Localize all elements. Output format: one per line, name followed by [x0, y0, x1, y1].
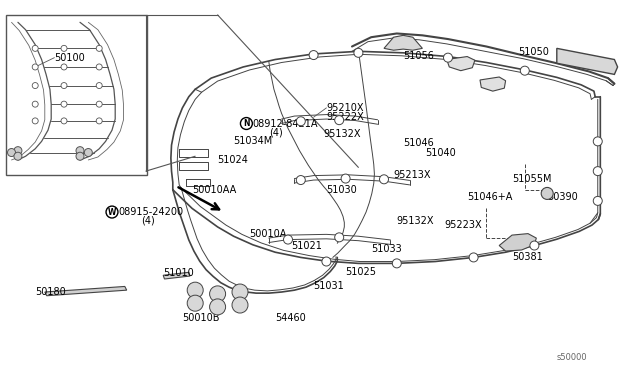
Polygon shape [45, 286, 127, 296]
Circle shape [106, 206, 118, 218]
Circle shape [335, 116, 344, 125]
Circle shape [76, 152, 84, 160]
Circle shape [541, 187, 553, 199]
Circle shape [8, 148, 15, 157]
Circle shape [341, 174, 350, 183]
Polygon shape [163, 272, 190, 279]
Circle shape [32, 101, 38, 107]
Text: 51055M: 51055M [512, 174, 552, 183]
Text: 50381: 50381 [512, 252, 543, 262]
Circle shape [61, 83, 67, 89]
Circle shape [593, 167, 602, 176]
Circle shape [322, 257, 331, 266]
Circle shape [96, 101, 102, 107]
Text: 50010B: 50010B [182, 313, 220, 323]
Circle shape [32, 83, 38, 89]
Circle shape [96, 45, 102, 51]
Circle shape [520, 66, 529, 75]
Circle shape [232, 297, 248, 313]
Text: 51031: 51031 [314, 282, 344, 291]
Text: 51040: 51040 [426, 148, 456, 157]
Text: 51030: 51030 [326, 185, 357, 195]
Circle shape [296, 176, 305, 185]
Circle shape [61, 101, 67, 107]
Circle shape [84, 148, 92, 157]
Text: W: W [108, 208, 116, 217]
Text: 95132X: 95132X [397, 217, 435, 226]
Circle shape [392, 259, 401, 268]
Circle shape [354, 48, 363, 57]
Text: 95132X: 95132X [323, 129, 361, 139]
Circle shape [210, 299, 226, 315]
Text: 50010A: 50010A [250, 230, 287, 239]
Text: 54460: 54460 [275, 313, 306, 323]
Text: 50010AA: 50010AA [192, 185, 236, 195]
Polygon shape [557, 48, 618, 74]
Circle shape [61, 118, 67, 124]
Text: 51024: 51024 [218, 155, 248, 165]
Circle shape [241, 118, 252, 129]
Circle shape [296, 117, 305, 126]
Text: 50390: 50390 [547, 192, 578, 202]
Circle shape [61, 64, 67, 70]
Polygon shape [499, 234, 536, 251]
Circle shape [309, 51, 318, 60]
Circle shape [210, 286, 226, 302]
Text: N: N [243, 119, 250, 128]
Text: 51056: 51056 [403, 51, 434, 61]
Text: (4): (4) [269, 127, 282, 137]
Circle shape [335, 233, 344, 242]
Circle shape [14, 152, 22, 160]
Circle shape [284, 235, 292, 244]
Text: 51033: 51033 [371, 244, 402, 254]
Circle shape [444, 53, 452, 62]
Circle shape [469, 253, 478, 262]
Text: 95210X: 95210X [326, 103, 364, 113]
Circle shape [61, 45, 67, 51]
Text: 51021: 51021 [291, 241, 322, 250]
Text: 51010: 51010 [163, 269, 194, 278]
Text: 95223X: 95223X [445, 220, 483, 230]
Bar [6, 15, 147, 175]
Text: 51046+A: 51046+A [467, 192, 513, 202]
Circle shape [187, 282, 204, 298]
Circle shape [14, 147, 22, 155]
Circle shape [96, 118, 102, 124]
Circle shape [187, 295, 204, 311]
Polygon shape [384, 35, 422, 50]
Text: 50100: 50100 [54, 53, 85, 62]
Text: 95213X: 95213X [394, 170, 431, 180]
Circle shape [232, 284, 248, 300]
Circle shape [593, 137, 602, 146]
Circle shape [32, 118, 38, 124]
Circle shape [96, 64, 102, 70]
Text: 51025: 51025 [346, 267, 376, 276]
Circle shape [32, 64, 38, 70]
Text: 08915-24200: 08915-24200 [118, 207, 184, 217]
Polygon shape [480, 77, 506, 91]
Circle shape [76, 147, 84, 155]
Text: 51034M: 51034M [234, 137, 273, 146]
Circle shape [530, 241, 539, 250]
Text: 51050: 51050 [518, 47, 549, 57]
Circle shape [380, 175, 388, 184]
Text: s50000: s50000 [557, 353, 588, 362]
Text: 50180: 50180 [35, 287, 66, 297]
Text: 51046: 51046 [403, 138, 434, 148]
Polygon shape [447, 57, 475, 71]
Circle shape [32, 45, 38, 51]
Circle shape [593, 196, 602, 205]
Text: 95222X: 95222X [326, 112, 364, 122]
Text: 08912-8421A: 08912-8421A [253, 119, 318, 128]
Text: (4): (4) [141, 215, 154, 225]
Circle shape [96, 83, 102, 89]
